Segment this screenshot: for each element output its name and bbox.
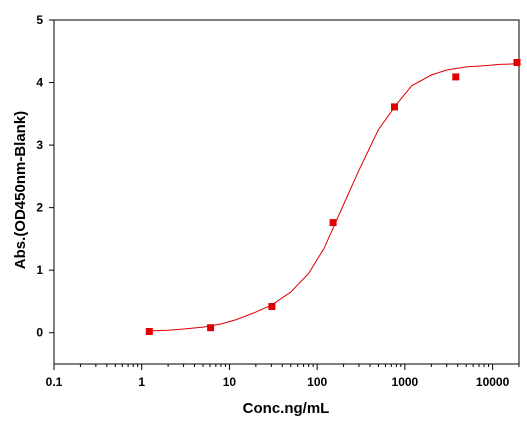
x-tick-label: 10000 — [476, 375, 510, 389]
x-tick-label: 100 — [307, 375, 327, 389]
y-tick-label: 5 — [36, 13, 43, 27]
y-tick-label: 3 — [36, 138, 43, 152]
data-point — [452, 73, 460, 81]
data-point — [513, 59, 521, 66]
x-tick-label: 1000 — [392, 375, 419, 389]
y-tick-label: 1 — [36, 263, 43, 277]
y-axis: 0 1 2 3 4 5 — [36, 13, 54, 340]
data-point — [207, 324, 215, 332]
data-point — [268, 303, 276, 310]
x-tick-label: 0.1 — [46, 375, 63, 389]
data-point — [145, 328, 153, 335]
x-tick-label: 1 — [138, 375, 145, 389]
x-axis: 0.1 1 10 100 1000 10000 — [46, 364, 520, 389]
data-points — [145, 59, 521, 335]
x-axis-title: Conc.ng/mL — [243, 400, 330, 417]
fit-curve — [148, 63, 518, 332]
y-tick-label: 0 — [36, 326, 43, 340]
data-point — [391, 103, 398, 111]
y-axis-title: Abs.(OD450nm-Blank) — [12, 111, 29, 269]
y-tick-label: 2 — [36, 201, 43, 215]
x-tick-label: 10 — [223, 375, 237, 389]
plot-frame — [53, 19, 520, 365]
data-point — [329, 219, 337, 227]
y-tick-label: 4 — [36, 76, 43, 90]
